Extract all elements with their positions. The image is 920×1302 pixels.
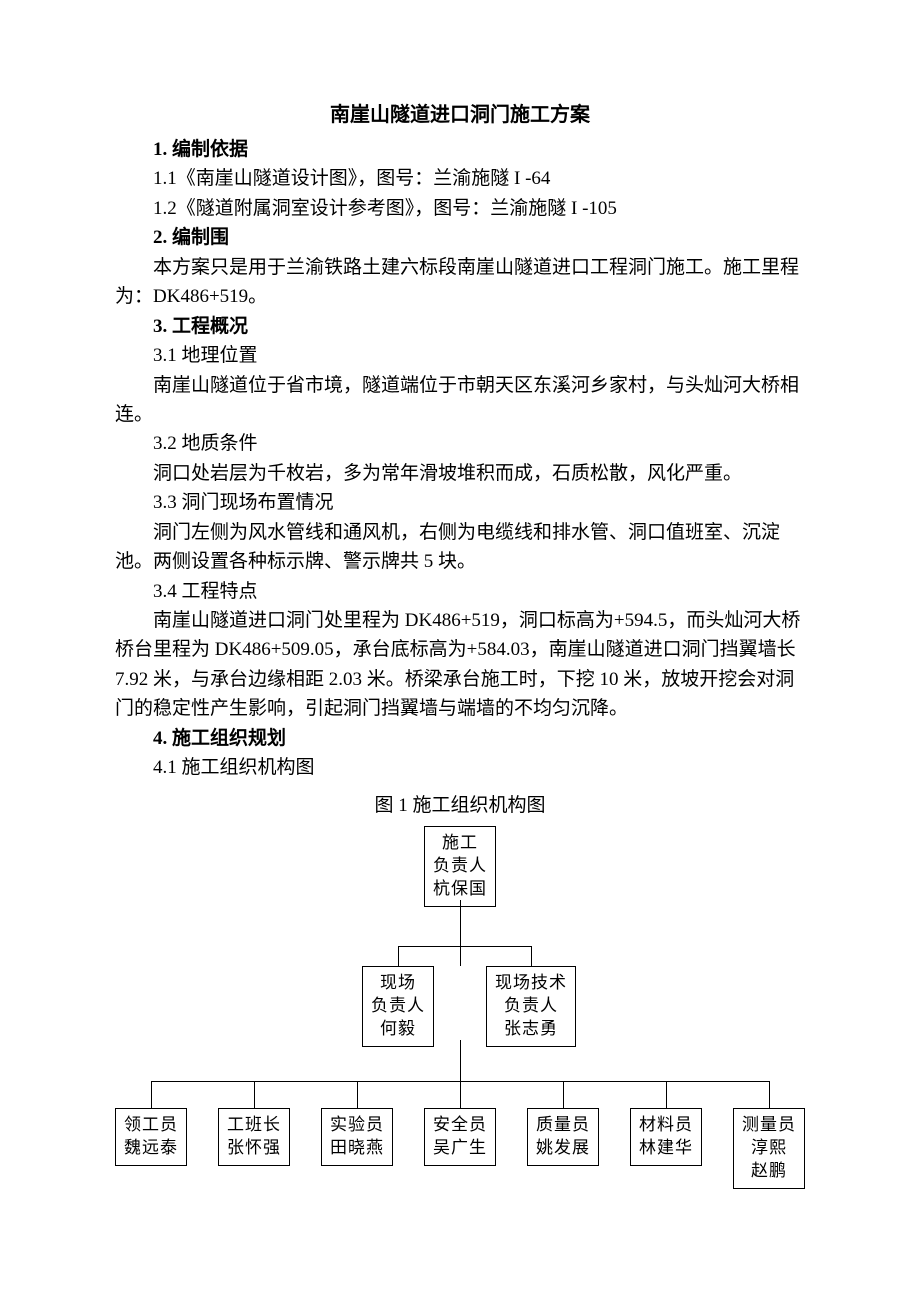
org-node-bottom-3-line-0: 安全员 — [429, 1114, 491, 1137]
section-1-heading: 1. 编制依据 — [115, 135, 805, 164]
org-node-bottom-6-line-2: 赵鹏 — [738, 1160, 800, 1183]
org-line-bottom-drop-5 — [666, 1081, 667, 1108]
document-title: 南崖山隧道进口洞门施工方案 — [115, 100, 805, 131]
para-1-1: 1.1《南崖山隧道设计图》，图号：兰渝施隧 I -64 — [115, 164, 805, 193]
org-node-bottom-0-line-1: 魏远泰 — [120, 1137, 182, 1160]
org-node-mid-1-line-1: 负责人 — [491, 995, 571, 1018]
org-line-bottom-drop-0 — [151, 1081, 152, 1108]
subhead-3-1: 3.1 地理位置 — [115, 341, 805, 370]
org-node-top-line-1: 负责人 — [429, 855, 491, 878]
org-line-mid-h — [398, 946, 532, 947]
para-2-1: 本方案只是用于兰渝铁路土建六标段南崖山隧道进口工程洞门施工。施工里程为：DK48… — [115, 253, 805, 312]
org-line-bottom-drop-3 — [460, 1081, 461, 1108]
org-line-mid-drop-1 — [531, 946, 532, 966]
org-node-bottom-2-line-0: 实验员 — [326, 1114, 388, 1137]
org-node-bottom-6-line-0: 测量员 — [738, 1114, 800, 1137]
org-node-bottom-4-line-0: 质量员 — [532, 1114, 594, 1137]
org-node-bottom-2-line-1: 田晓燕 — [326, 1137, 388, 1160]
org-node-bottom-4: 质量员姚发展 — [527, 1108, 599, 1166]
org-node-mid-0-line-2: 何毅 — [367, 1018, 429, 1041]
org-node-bottom-5-line-0: 材料员 — [635, 1114, 697, 1137]
org-node-bottom-0-line-0: 领工员 — [120, 1114, 182, 1137]
org-node-mid-1-line-2: 张志勇 — [491, 1018, 571, 1041]
org-node-bottom-6-line-1: 淳熙 — [738, 1137, 800, 1160]
org-line-bottom-drop-1 — [254, 1081, 255, 1108]
org-node-bottom-1-line-0: 工班长 — [223, 1114, 285, 1137]
subhead-4-1: 4.1 施工组织机构图 — [115, 753, 805, 782]
org-node-bottom-5-line-1: 林建华 — [635, 1137, 697, 1160]
org-node-mid-0-line-1: 负责人 — [367, 995, 429, 1018]
org-node-bottom-0: 领工员魏远泰 — [115, 1108, 187, 1166]
org-node-top-line-2: 杭保国 — [429, 878, 491, 901]
subhead-3-3: 3.3 洞门现场布置情况 — [115, 488, 805, 517]
org-node-bottom-2: 实验员田晓燕 — [321, 1108, 393, 1166]
org-line-bottom-drop-4 — [563, 1081, 564, 1108]
org-line-mid-drop-0 — [398, 946, 399, 966]
para-3-4: 南崖山隧道进口洞门处里程为 DK486+519，洞口标高为+594.5，而头灿河… — [115, 606, 805, 724]
section-2-heading: 2. 编制围 — [115, 223, 805, 252]
org-node-mid-1: 现场技术负责人张志勇 — [486, 966, 576, 1047]
section-3-heading: 3. 工程概况 — [115, 312, 805, 341]
figure-1-caption: 图 1 施工组织机构图 — [115, 791, 805, 820]
org-node-bottom-1-line-1: 张怀强 — [223, 1137, 285, 1160]
para-3-1: 南崖山隧道位于省市境，隧道端位于市朝天区东溪河乡家村，与头灿河大桥相连。 — [115, 371, 805, 430]
para-1-2: 1.2《隧道附属洞室设计参考图》，图号：兰渝施隧 I -105 — [115, 194, 805, 223]
org-chart: 施工负责人杭保国现场负责人何毅现场技术负责人张志勇领工员魏远泰工班长张怀强实验员… — [115, 826, 805, 1226]
org-line-mid-down — [460, 1040, 461, 1081]
subhead-3-4: 3.4 工程特点 — [115, 577, 805, 606]
org-node-mid-1-line-0: 现场技术 — [491, 972, 571, 995]
org-node-top-line-0: 施工 — [429, 832, 491, 855]
org-node-bottom-3-line-1: 吴广生 — [429, 1137, 491, 1160]
org-node-bottom-3: 安全员吴广生 — [424, 1108, 496, 1166]
org-node-bottom-1: 工班长张怀强 — [218, 1108, 290, 1166]
section-4-heading: 4. 施工组织规划 — [115, 724, 805, 753]
org-node-mid-0: 现场负责人何毅 — [362, 966, 434, 1047]
org-node-bottom-5: 材料员林建华 — [630, 1108, 702, 1166]
para-3-3: 洞门左侧为风水管线和通风机，右侧为电缆线和排水管、洞口值班室、沉淀池。两侧设置各… — [115, 518, 805, 577]
org-node-mid-0-line-0: 现场 — [367, 972, 429, 995]
subhead-3-2: 3.2 地质条件 — [115, 429, 805, 458]
org-node-bottom-6: 测量员淳熙赵鹏 — [733, 1108, 805, 1189]
org-node-top: 施工负责人杭保国 — [424, 826, 496, 907]
para-3-2: 洞口处岩层为千枚岩，多为常年滑坡堆积而成，石质松散，风化严重。 — [115, 459, 805, 488]
org-line-bottom-drop-6 — [769, 1081, 770, 1108]
org-line-bottom-drop-2 — [357, 1081, 358, 1108]
org-node-bottom-4-line-1: 姚发展 — [532, 1137, 594, 1160]
org-line-top-down — [460, 900, 461, 966]
